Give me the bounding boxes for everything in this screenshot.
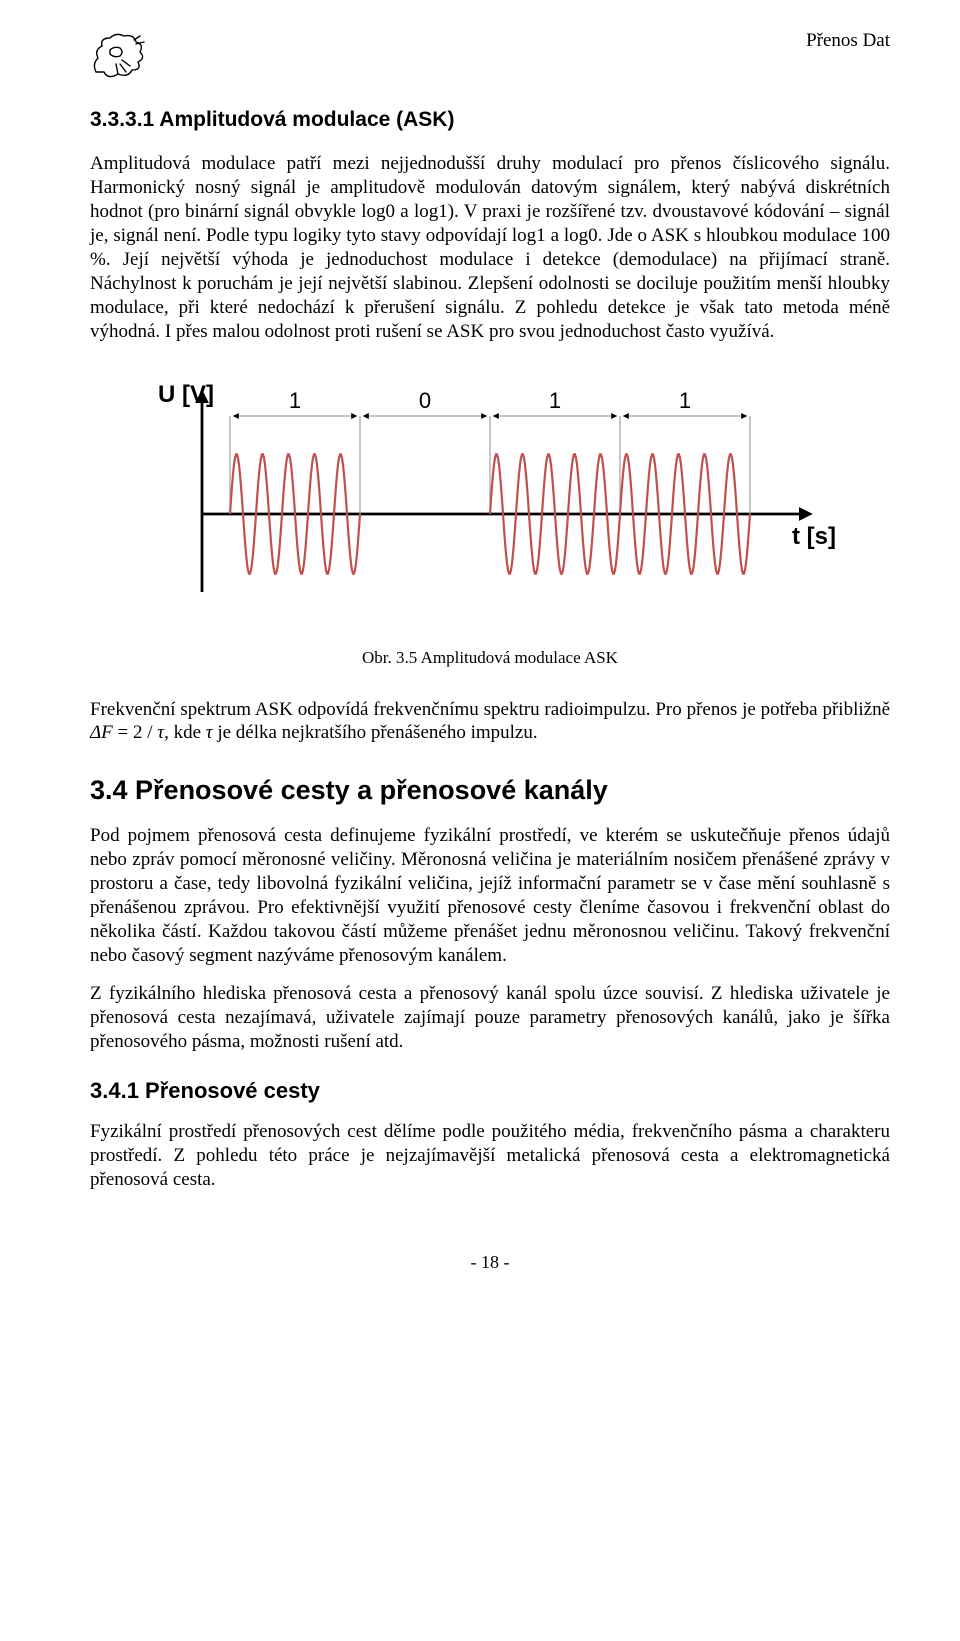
figure-ask: U [V] t [s] 1 0 1 1 [90, 364, 890, 624]
page-number: - 18 - [90, 1252, 890, 1273]
heading-34: 3.4 Přenosové cesty a přenosové kanály [90, 775, 890, 806]
svg-text:1: 1 [289, 388, 301, 413]
svg-text:t [s]: t [s] [792, 523, 836, 550]
svg-text:1: 1 [549, 388, 561, 413]
svg-text:U [V]: U [V] [158, 381, 214, 408]
para-spectrum: Frekvenční spektrum ASK odpovídá frekven… [90, 698, 890, 746]
heading-3331: 3.3.3.1 Amplitudová modulace (ASK) [90, 108, 890, 132]
spectrum-pre: Frekvenční spektrum ASK odpovídá frekven… [90, 699, 890, 720]
spectrum-tau: τ [206, 722, 213, 743]
spectrum-formula: ΔF = 2 / τ [90, 722, 164, 743]
heading-341: 3.4.1 Přenosové cesty [90, 1078, 890, 1104]
figure-caption: Obr. 3.5 Amplitudová modulace ASK [90, 648, 890, 668]
para-3331: Amplitudová modulace patří mezi nejjedno… [90, 152, 890, 344]
logo-lion-icon [90, 30, 148, 80]
para-34-2: Z fyzikálního hlediska přenosová cesta a… [90, 982, 890, 1054]
svg-text:0: 0 [419, 388, 431, 413]
spectrum-post: je délka nejkratšího přenášeného impulzu… [213, 722, 538, 743]
para-341: Fyzikální prostředí přenosových cest děl… [90, 1120, 890, 1192]
svg-text:1: 1 [679, 388, 691, 413]
para-34-1: Pod pojmem přenosová cesta definujeme fy… [90, 824, 890, 968]
header-title: Přenos Dat [806, 30, 890, 52]
spectrum-mid: , kde [164, 722, 206, 743]
page-header: Přenos Dat [90, 30, 890, 80]
